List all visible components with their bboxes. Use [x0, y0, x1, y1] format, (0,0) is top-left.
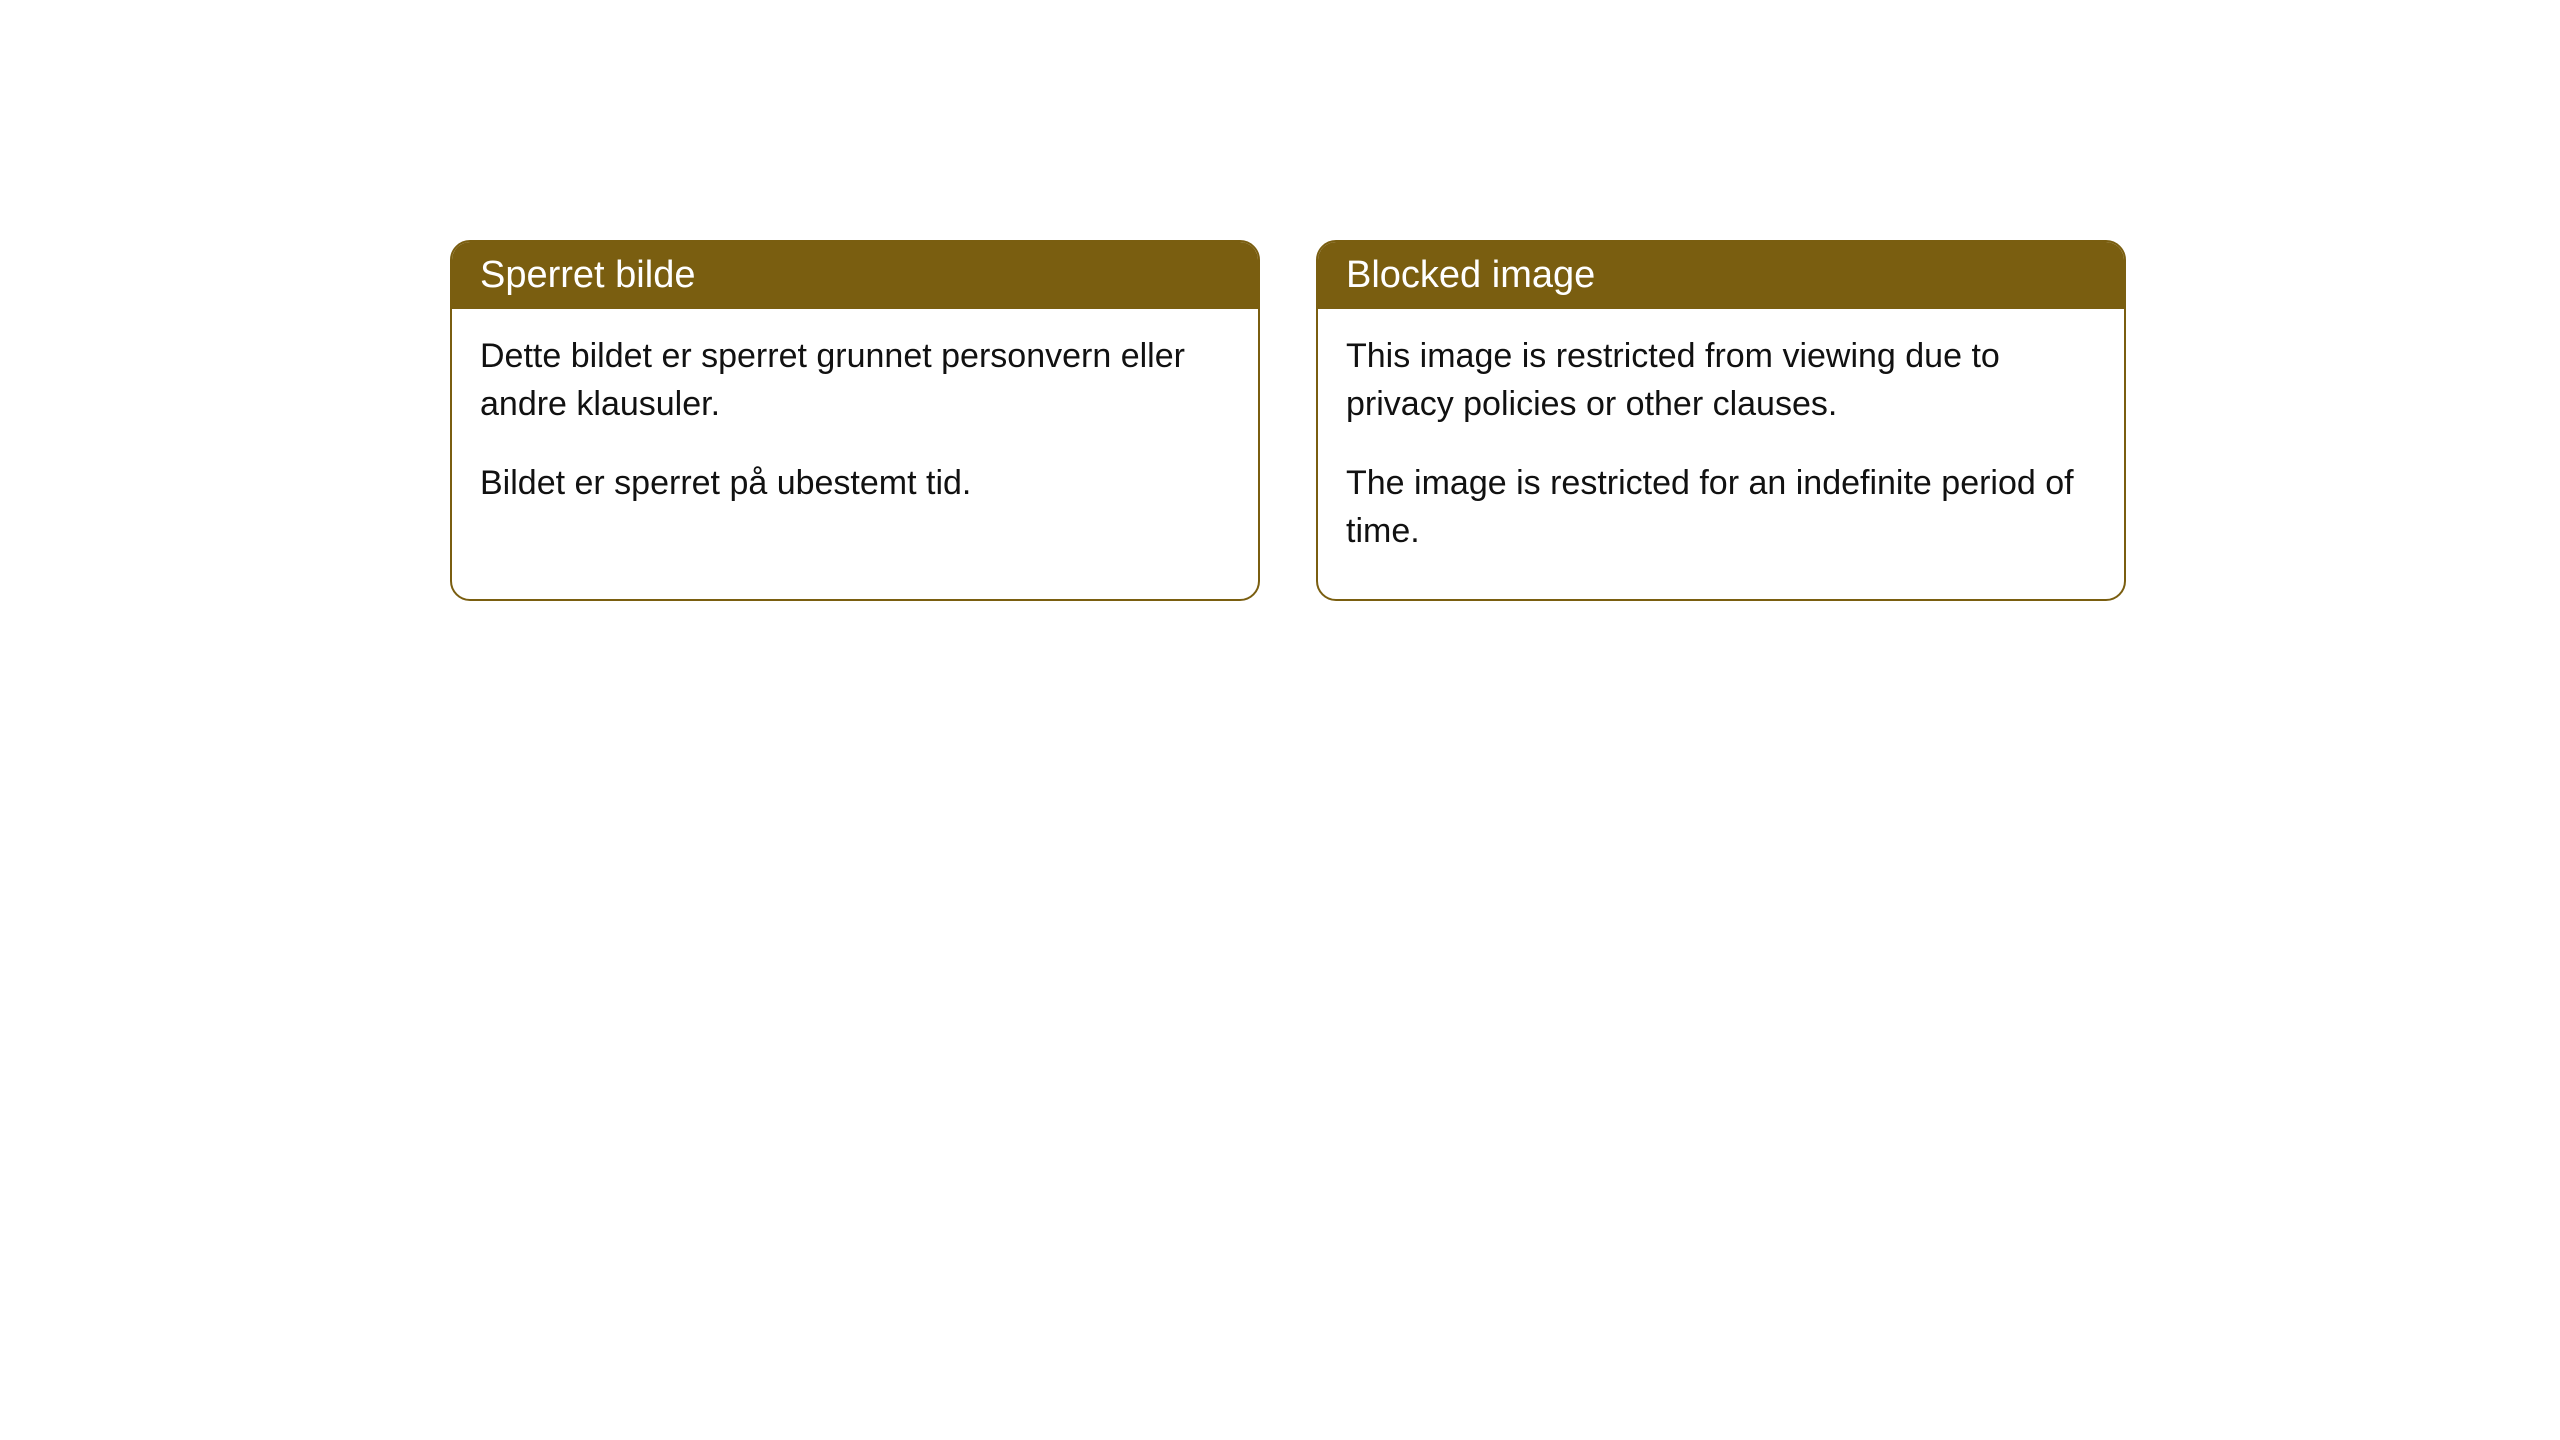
- blocked-image-card-norwegian: Sperret bilde Dette bildet er sperret gr…: [450, 240, 1260, 601]
- card-header-norwegian: Sperret bilde: [452, 242, 1258, 309]
- blocked-image-card-english: Blocked image This image is restricted f…: [1316, 240, 2126, 601]
- card-title-english: Blocked image: [1346, 254, 1595, 296]
- paragraph-norwegian-1: Dette bildet er sperret grunnet personve…: [480, 333, 1230, 428]
- card-body-english: This image is restricted from viewing du…: [1318, 309, 2124, 599]
- paragraph-english-1: This image is restricted from viewing du…: [1346, 333, 2096, 428]
- card-title-norwegian: Sperret bilde: [480, 254, 695, 296]
- paragraph-english-2: The image is restricted for an indefinit…: [1346, 460, 2096, 555]
- card-body-norwegian: Dette bildet er sperret grunnet personve…: [452, 309, 1258, 552]
- notice-cards-container: Sperret bilde Dette bildet er sperret gr…: [0, 0, 2560, 601]
- paragraph-norwegian-2: Bildet er sperret på ubestemt tid.: [480, 460, 1230, 508]
- card-header-english: Blocked image: [1318, 242, 2124, 309]
